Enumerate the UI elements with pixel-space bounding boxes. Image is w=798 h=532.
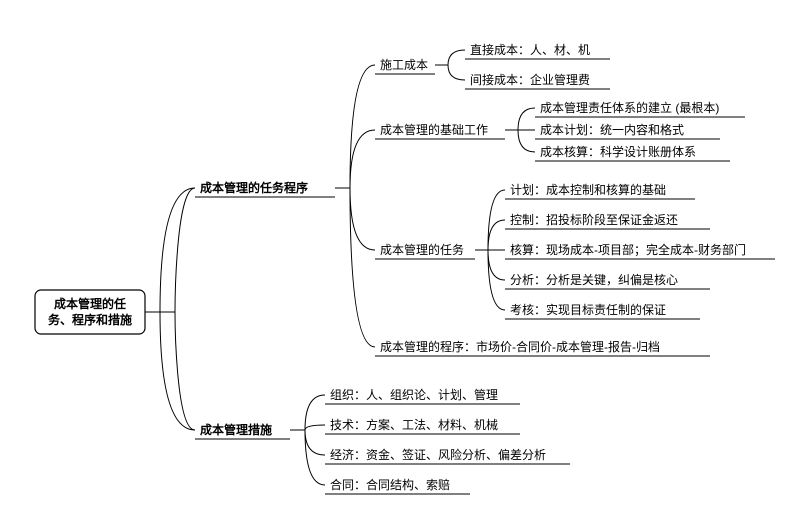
b2-l4: 合同：合同结构、索赔 bbox=[330, 477, 450, 492]
root-line2: 务、程序和措施 bbox=[48, 312, 132, 327]
node-procedure: 成本管理的程序：市场价-合同价-成本管理-报告-归档 bbox=[375, 339, 710, 356]
b1n2-l1: 成本管理责任体系的建立 (最根本) bbox=[540, 100, 719, 115]
b2-l3: 经济：资金、签证、风险分析、偏差分析 bbox=[330, 447, 546, 462]
b1n2-l3: 成本核算：科学设计账册体系 bbox=[540, 144, 696, 159]
conn-root bbox=[145, 188, 195, 430]
branch2-label: 成本管理措施 bbox=[200, 422, 272, 437]
branch-tasks: 成本管理的任务程序 bbox=[195, 180, 335, 197]
node-construction-cost: 施工成本 直接成本：人、材、机 间接成本：企业管理费 bbox=[375, 42, 610, 89]
root-line1: 成本管理的任 bbox=[54, 296, 126, 311]
b1n3-l3: 核算：现场成本-项目部；完全成本-财务部门 bbox=[510, 242, 746, 257]
node-tasks: 成本管理的任务 计划：成本控制和核算的基础 控制：招投标阶段至保证金返还 核算：… bbox=[375, 182, 775, 319]
b1n3-l4: 分析：分析是关键，纠偏是核心 bbox=[510, 272, 678, 287]
branch1-label: 成本管理的任务程序 bbox=[200, 180, 308, 195]
b1n1-l2: 间接成本：企业管理费 bbox=[470, 72, 590, 87]
b1n4-label: 成本管理的程序：市场价-合同价-成本管理-报告-归档 bbox=[380, 339, 660, 354]
b1n3-label: 成本管理的任务 bbox=[380, 242, 464, 257]
root-node: 成本管理的任 务、程序和措施 bbox=[35, 290, 145, 334]
b2-l1: 组织：人、组织论、计划、管理 bbox=[330, 387, 498, 402]
b1n1-l1: 直接成本：人、材、机 bbox=[470, 42, 590, 57]
measures-leaves: 组织：人、组织论、计划、管理 技术：方案、工法、材料、机械 经济：资金、签证、风… bbox=[325, 387, 570, 494]
b1n2-l2: 成本计划：统一内容和格式 bbox=[540, 122, 684, 137]
b1n3-l2: 控制：招投标阶段至保证金返还 bbox=[510, 212, 678, 227]
b1n3-l1: 计划：成本控制和核算的基础 bbox=[510, 182, 666, 197]
b1n1-label: 施工成本 bbox=[380, 58, 428, 72]
b1n3-l5: 考核：实现目标责任制的保证 bbox=[510, 302, 666, 317]
b1n2-label: 成本管理的基础工作 bbox=[380, 122, 488, 137]
node-foundation: 成本管理的基础工作 成本管理责任体系的建立 (最根本) 成本计划：统一内容和格式… bbox=[375, 100, 745, 161]
branch-measures: 成本管理措施 bbox=[195, 422, 290, 439]
b2-l2: 技术：方案、工法、材料、机械 bbox=[330, 417, 498, 432]
mindmap-diagram: 成本管理的任 务、程序和措施 成本管理的任务程序 施工成本 直接成本：人、材、机… bbox=[0, 0, 798, 532]
